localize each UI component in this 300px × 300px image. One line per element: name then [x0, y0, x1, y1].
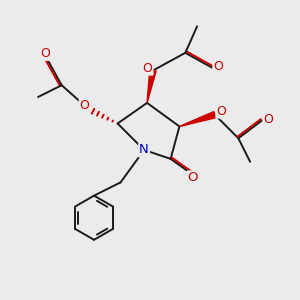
- Text: N: N: [139, 143, 149, 157]
- Text: O: O: [143, 61, 153, 75]
- Text: O: O: [213, 61, 223, 74]
- Text: O: O: [188, 172, 198, 184]
- Text: O: O: [263, 112, 273, 126]
- Text: O: O: [216, 105, 226, 118]
- Polygon shape: [179, 112, 216, 126]
- Text: O: O: [80, 99, 90, 112]
- Text: O: O: [40, 47, 50, 60]
- Polygon shape: [147, 70, 156, 103]
